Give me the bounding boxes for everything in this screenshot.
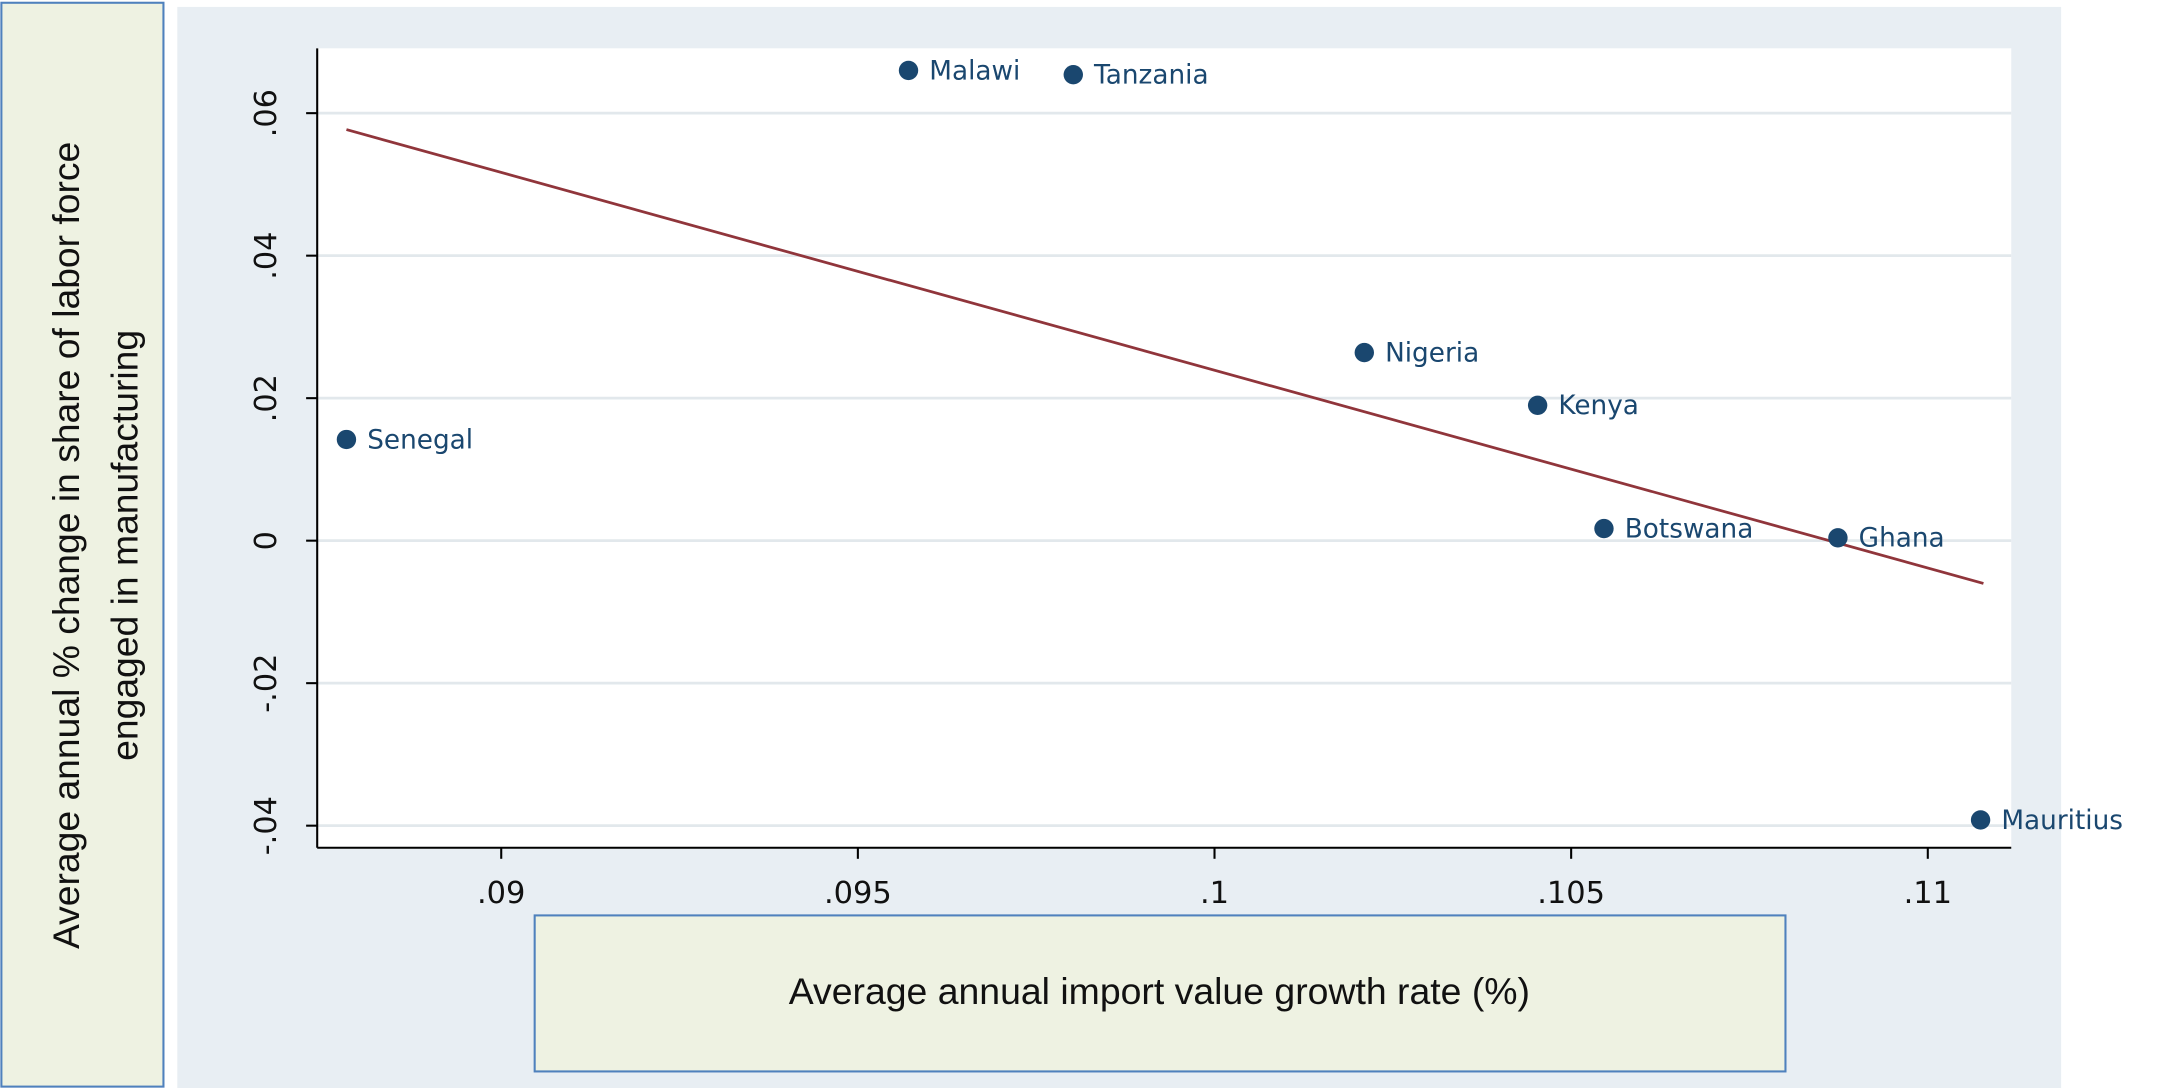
- y-tick-label: .04: [249, 232, 284, 280]
- point: [1594, 518, 1614, 539]
- y-axis-label: Average annual % change in share of labo…: [45, 142, 87, 949]
- point-label: Nigeria: [1385, 338, 1479, 368]
- point-label: Botswana: [1625, 514, 1754, 544]
- y-tick-label: -.02: [249, 654, 284, 713]
- point: [1828, 528, 1848, 548]
- y-tick-label: -.04: [249, 796, 284, 855]
- fit-line: [346, 128, 1984, 585]
- point-label: Mauritius: [2001, 806, 2123, 836]
- y-tick-label: .02: [249, 374, 284, 422]
- point-label: Senegal: [367, 425, 473, 455]
- point-label: Tanzania: [1093, 61, 1209, 91]
- point: [1063, 65, 1083, 85]
- x-tick-label: .1: [1200, 876, 1229, 911]
- point: [336, 429, 357, 450]
- x-tick-label: .09: [477, 876, 525, 911]
- x-label-box: [533, 914, 1787, 1073]
- point-label: Kenya: [1558, 391, 1639, 421]
- point: [1354, 342, 1374, 363]
- y-tick-label: 0: [249, 531, 284, 550]
- x-tick-label: .11: [1904, 876, 1952, 911]
- point: [1527, 395, 1548, 415]
- point-label: Ghana: [1859, 524, 1945, 554]
- x-tick-label: .105: [1537, 876, 1605, 911]
- y-axis-label: engaged in manufacturing: [103, 330, 145, 761]
- y-label-box: [0, 1, 165, 1088]
- plot-area: [317, 48, 2012, 848]
- point: [1970, 810, 1991, 830]
- x-axis-label: Average annual import value growth rate …: [789, 970, 1530, 1012]
- point: [898, 60, 919, 81]
- x-tick-label: .095: [824, 876, 892, 911]
- point-label: Malawi: [929, 56, 1020, 86]
- y-tick-label: .06: [249, 89, 284, 137]
